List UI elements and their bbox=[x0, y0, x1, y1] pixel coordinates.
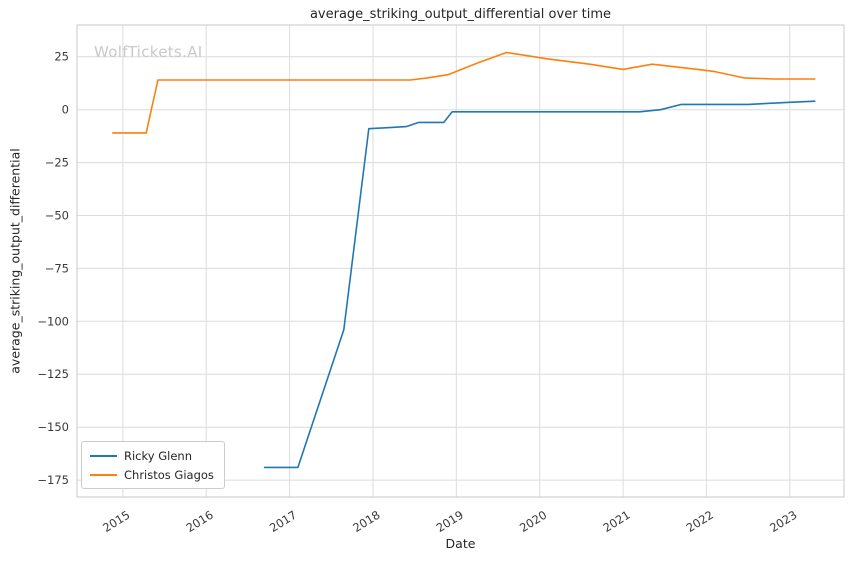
legend-item-christos-giagos: Christos Giagos bbox=[90, 465, 214, 484]
svg-text:2021: 2021 bbox=[600, 508, 632, 535]
legend-line-swatch-christos-giagos bbox=[90, 473, 117, 476]
svg-text:−25: −25 bbox=[45, 156, 69, 170]
svg-text:−50: −50 bbox=[45, 209, 69, 223]
svg-text:2018: 2018 bbox=[350, 508, 382, 535]
x-axis-label: Date bbox=[445, 536, 476, 551]
legend: Ricky Glenn Christos Giagos bbox=[81, 441, 225, 489]
svg-text:−150: −150 bbox=[37, 420, 69, 434]
chart-title: average_striking_output_differential ove… bbox=[309, 7, 612, 22]
legend-item-ricky-glenn: Ricky Glenn bbox=[90, 446, 214, 465]
svg-text:2017: 2017 bbox=[267, 508, 299, 535]
legend-label-ricky-glenn: Ricky Glenn bbox=[124, 448, 192, 463]
svg-text:2023: 2023 bbox=[767, 508, 799, 535]
legend-label-christos-giagos: Christos Giagos bbox=[124, 467, 214, 482]
svg-text:2020: 2020 bbox=[517, 508, 549, 535]
watermark: WolfTickets.AI bbox=[94, 43, 203, 61]
svg-text:2019: 2019 bbox=[434, 508, 466, 535]
svg-text:0: 0 bbox=[62, 103, 69, 117]
svg-text:−125: −125 bbox=[37, 367, 69, 381]
svg-text:−175: −175 bbox=[37, 473, 69, 487]
svg-text:2016: 2016 bbox=[184, 508, 216, 535]
svg-text:25: 25 bbox=[54, 50, 69, 64]
svg-text:2015: 2015 bbox=[100, 508, 132, 535]
svg-text:2022: 2022 bbox=[684, 508, 716, 535]
svg-text:−75: −75 bbox=[45, 261, 69, 275]
svg-text:−100: −100 bbox=[37, 314, 69, 328]
legend-line-swatch-ricky-glenn bbox=[90, 454, 117, 457]
y-axis-label: average_striking_output_differential bbox=[7, 148, 23, 374]
